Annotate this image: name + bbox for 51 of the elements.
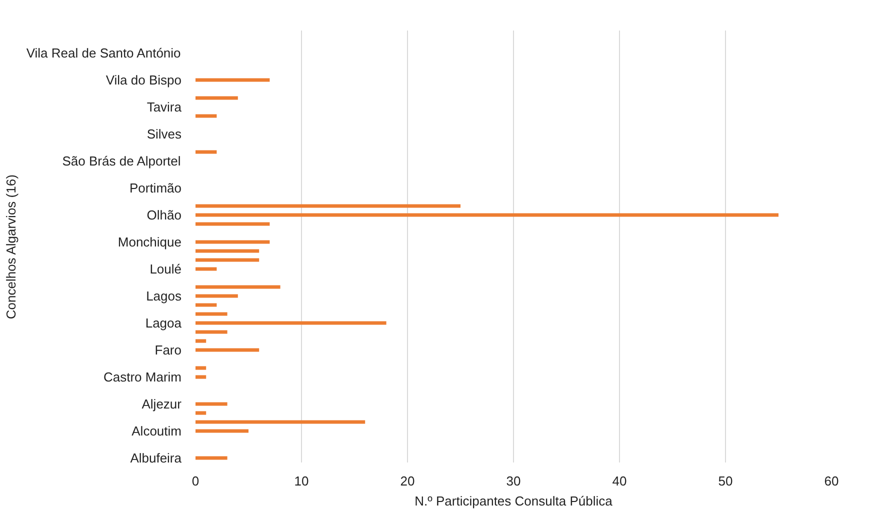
x-tick-label: 10 bbox=[294, 474, 309, 488]
bar bbox=[196, 213, 778, 217]
bar bbox=[196, 321, 386, 325]
y-tick-label: Albufeira bbox=[130, 450, 182, 466]
y-tick-label: Castro Marim bbox=[103, 370, 182, 384]
bar bbox=[196, 303, 217, 307]
bar bbox=[196, 285, 280, 289]
bar bbox=[196, 294, 238, 298]
y-tick-label: Lagoa bbox=[145, 316, 182, 330]
y-tick-label: Portimão bbox=[129, 180, 182, 196]
y-axis-title: Concelhos Algarvios (16) bbox=[3, 174, 18, 320]
bar bbox=[196, 240, 270, 244]
y-tick-label: Olhão bbox=[146, 208, 182, 222]
bar bbox=[196, 204, 460, 208]
bar bbox=[196, 402, 228, 406]
y-tick-label: Alcoutim bbox=[132, 424, 182, 438]
bar bbox=[196, 339, 206, 343]
y-tick-label: Lagos bbox=[146, 288, 182, 304]
bar bbox=[196, 96, 238, 100]
y-tick-label: Tavira bbox=[146, 100, 182, 114]
bar bbox=[196, 375, 206, 379]
bar bbox=[196, 258, 260, 262]
y-tick-label: São Brás de Alportel bbox=[62, 154, 181, 168]
bar bbox=[196, 420, 366, 424]
x-tick-label: 50 bbox=[718, 474, 733, 488]
x-tick-label: 60 bbox=[824, 474, 839, 488]
bar bbox=[196, 330, 228, 334]
x-tick-label: 20 bbox=[400, 474, 415, 488]
y-tick-label: Monchique bbox=[118, 234, 182, 250]
x-tick-label: 40 bbox=[612, 474, 627, 488]
x-axis-title: N.º Participantes Consulta Pública bbox=[414, 494, 614, 508]
bar bbox=[196, 312, 228, 316]
bar bbox=[196, 348, 260, 352]
bar bbox=[196, 411, 206, 415]
bar bbox=[196, 456, 228, 460]
x-tick-label: 0 bbox=[192, 474, 200, 488]
bar bbox=[196, 222, 270, 226]
bar bbox=[196, 429, 248, 433]
y-tick-label: Loulé bbox=[150, 262, 182, 276]
bar bbox=[196, 114, 217, 118]
y-tick-label: Faro bbox=[154, 342, 182, 358]
bar bbox=[196, 78, 270, 82]
y-tick-label: Vila Real de Santo António bbox=[26, 46, 181, 60]
bar bbox=[196, 150, 217, 154]
y-tick-label: Silves bbox=[146, 126, 182, 142]
x-tick-label: 30 bbox=[506, 474, 521, 488]
y-tick-label: Aljezur bbox=[142, 396, 182, 412]
bar bbox=[196, 366, 206, 370]
bar bbox=[196, 249, 260, 253]
y-tick-label: Vila do Bispo bbox=[106, 72, 182, 88]
bar bbox=[196, 267, 217, 271]
